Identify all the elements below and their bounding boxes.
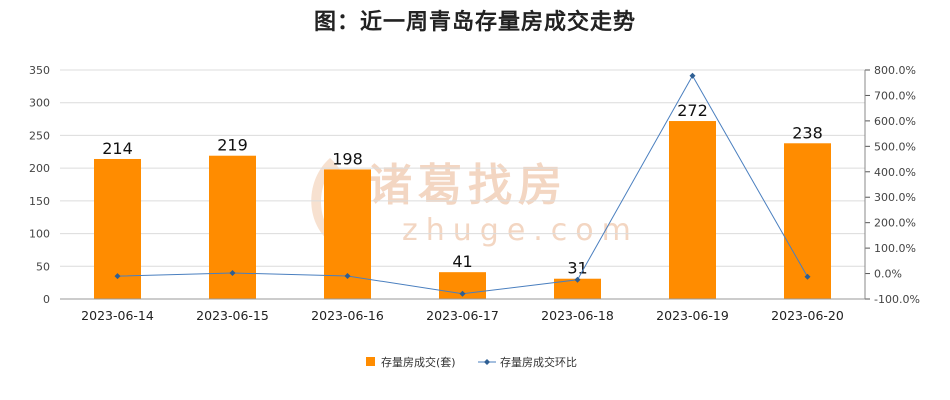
y-left-tick-label: 150 — [29, 195, 50, 208]
bar — [554, 278, 601, 299]
x-tick-label: 2023-06-15 — [196, 308, 269, 323]
y-left-tick-label: 250 — [29, 129, 50, 142]
line-point — [229, 269, 236, 276]
y-left-tick-label: 100 — [29, 228, 50, 241]
watermark-subtext: zhuge.com — [402, 213, 639, 248]
y-right-tick-label: 300.0% — [874, 191, 916, 204]
x-tick-label: 2023-06-20 — [771, 308, 844, 323]
x-tick-label: 2023-06-19 — [656, 308, 729, 323]
y-right-tick-label: 400.0% — [874, 166, 916, 179]
line-point — [804, 273, 811, 280]
chart-title: 图：近一周青岛存量房成交走势 — [313, 10, 636, 35]
legend-line-marker — [484, 359, 490, 365]
bar-value-label: 238 — [792, 123, 823, 142]
bar — [669, 121, 716, 299]
line-point — [114, 273, 121, 280]
bar-value-label: 31 — [567, 259, 587, 278]
bar-value-label: 272 — [677, 101, 708, 120]
x-tick-label: 2023-06-17 — [426, 308, 499, 323]
y-right-tick-label: 500.0% — [874, 140, 916, 153]
y-left-tick-label: 0 — [43, 293, 50, 306]
y-right-tick-label: 600.0% — [874, 115, 916, 128]
legend-line-label: 存量房成交环比 — [500, 355, 577, 369]
y-right-tick-label: 200.0% — [874, 217, 916, 230]
line-point — [344, 272, 351, 279]
axes: 0 50 100 150 200 250 300 350 -100.0% 0.0% 100.0% 20… — [29, 64, 920, 323]
y-left-tick-label: 350 — [29, 64, 50, 77]
legend: 存量房成交(套) 存量房成交环比 — [366, 355, 577, 369]
bar-value-label: 219 — [217, 136, 248, 155]
bar — [209, 155, 256, 299]
x-tick-label: 2023-06-16 — [311, 308, 384, 323]
y-right-tick-label: 0.0% — [874, 268, 902, 281]
legend-bar-swatch — [366, 357, 375, 366]
y-left-tick-label: 50 — [36, 260, 50, 273]
grid — [60, 69, 865, 267]
bar — [324, 169, 371, 299]
line-series — [114, 72, 811, 297]
legend-bar-label: 存量房成交(套) — [381, 355, 456, 369]
y-left-tick-label: 200 — [29, 162, 50, 175]
y-right-tick-label: 700.0% — [874, 89, 916, 102]
bar-value-label: 214 — [102, 139, 133, 158]
y-right-tick-label: -100.0% — [874, 293, 920, 306]
line-point — [459, 290, 466, 297]
bar-value-label: 198 — [332, 149, 363, 168]
line-point — [574, 276, 581, 283]
y-left-tick-label: 300 — [29, 97, 50, 110]
bar-value-label: 41 — [452, 252, 472, 271]
x-tick-label: 2023-06-14 — [81, 308, 154, 323]
y-right-tick-label: 100.0% — [874, 242, 916, 255]
x-tick-label: 2023-06-18 — [541, 308, 614, 323]
bar — [784, 143, 831, 299]
line-point — [689, 72, 696, 79]
y-right-tick-label: 800.0% — [874, 64, 916, 77]
